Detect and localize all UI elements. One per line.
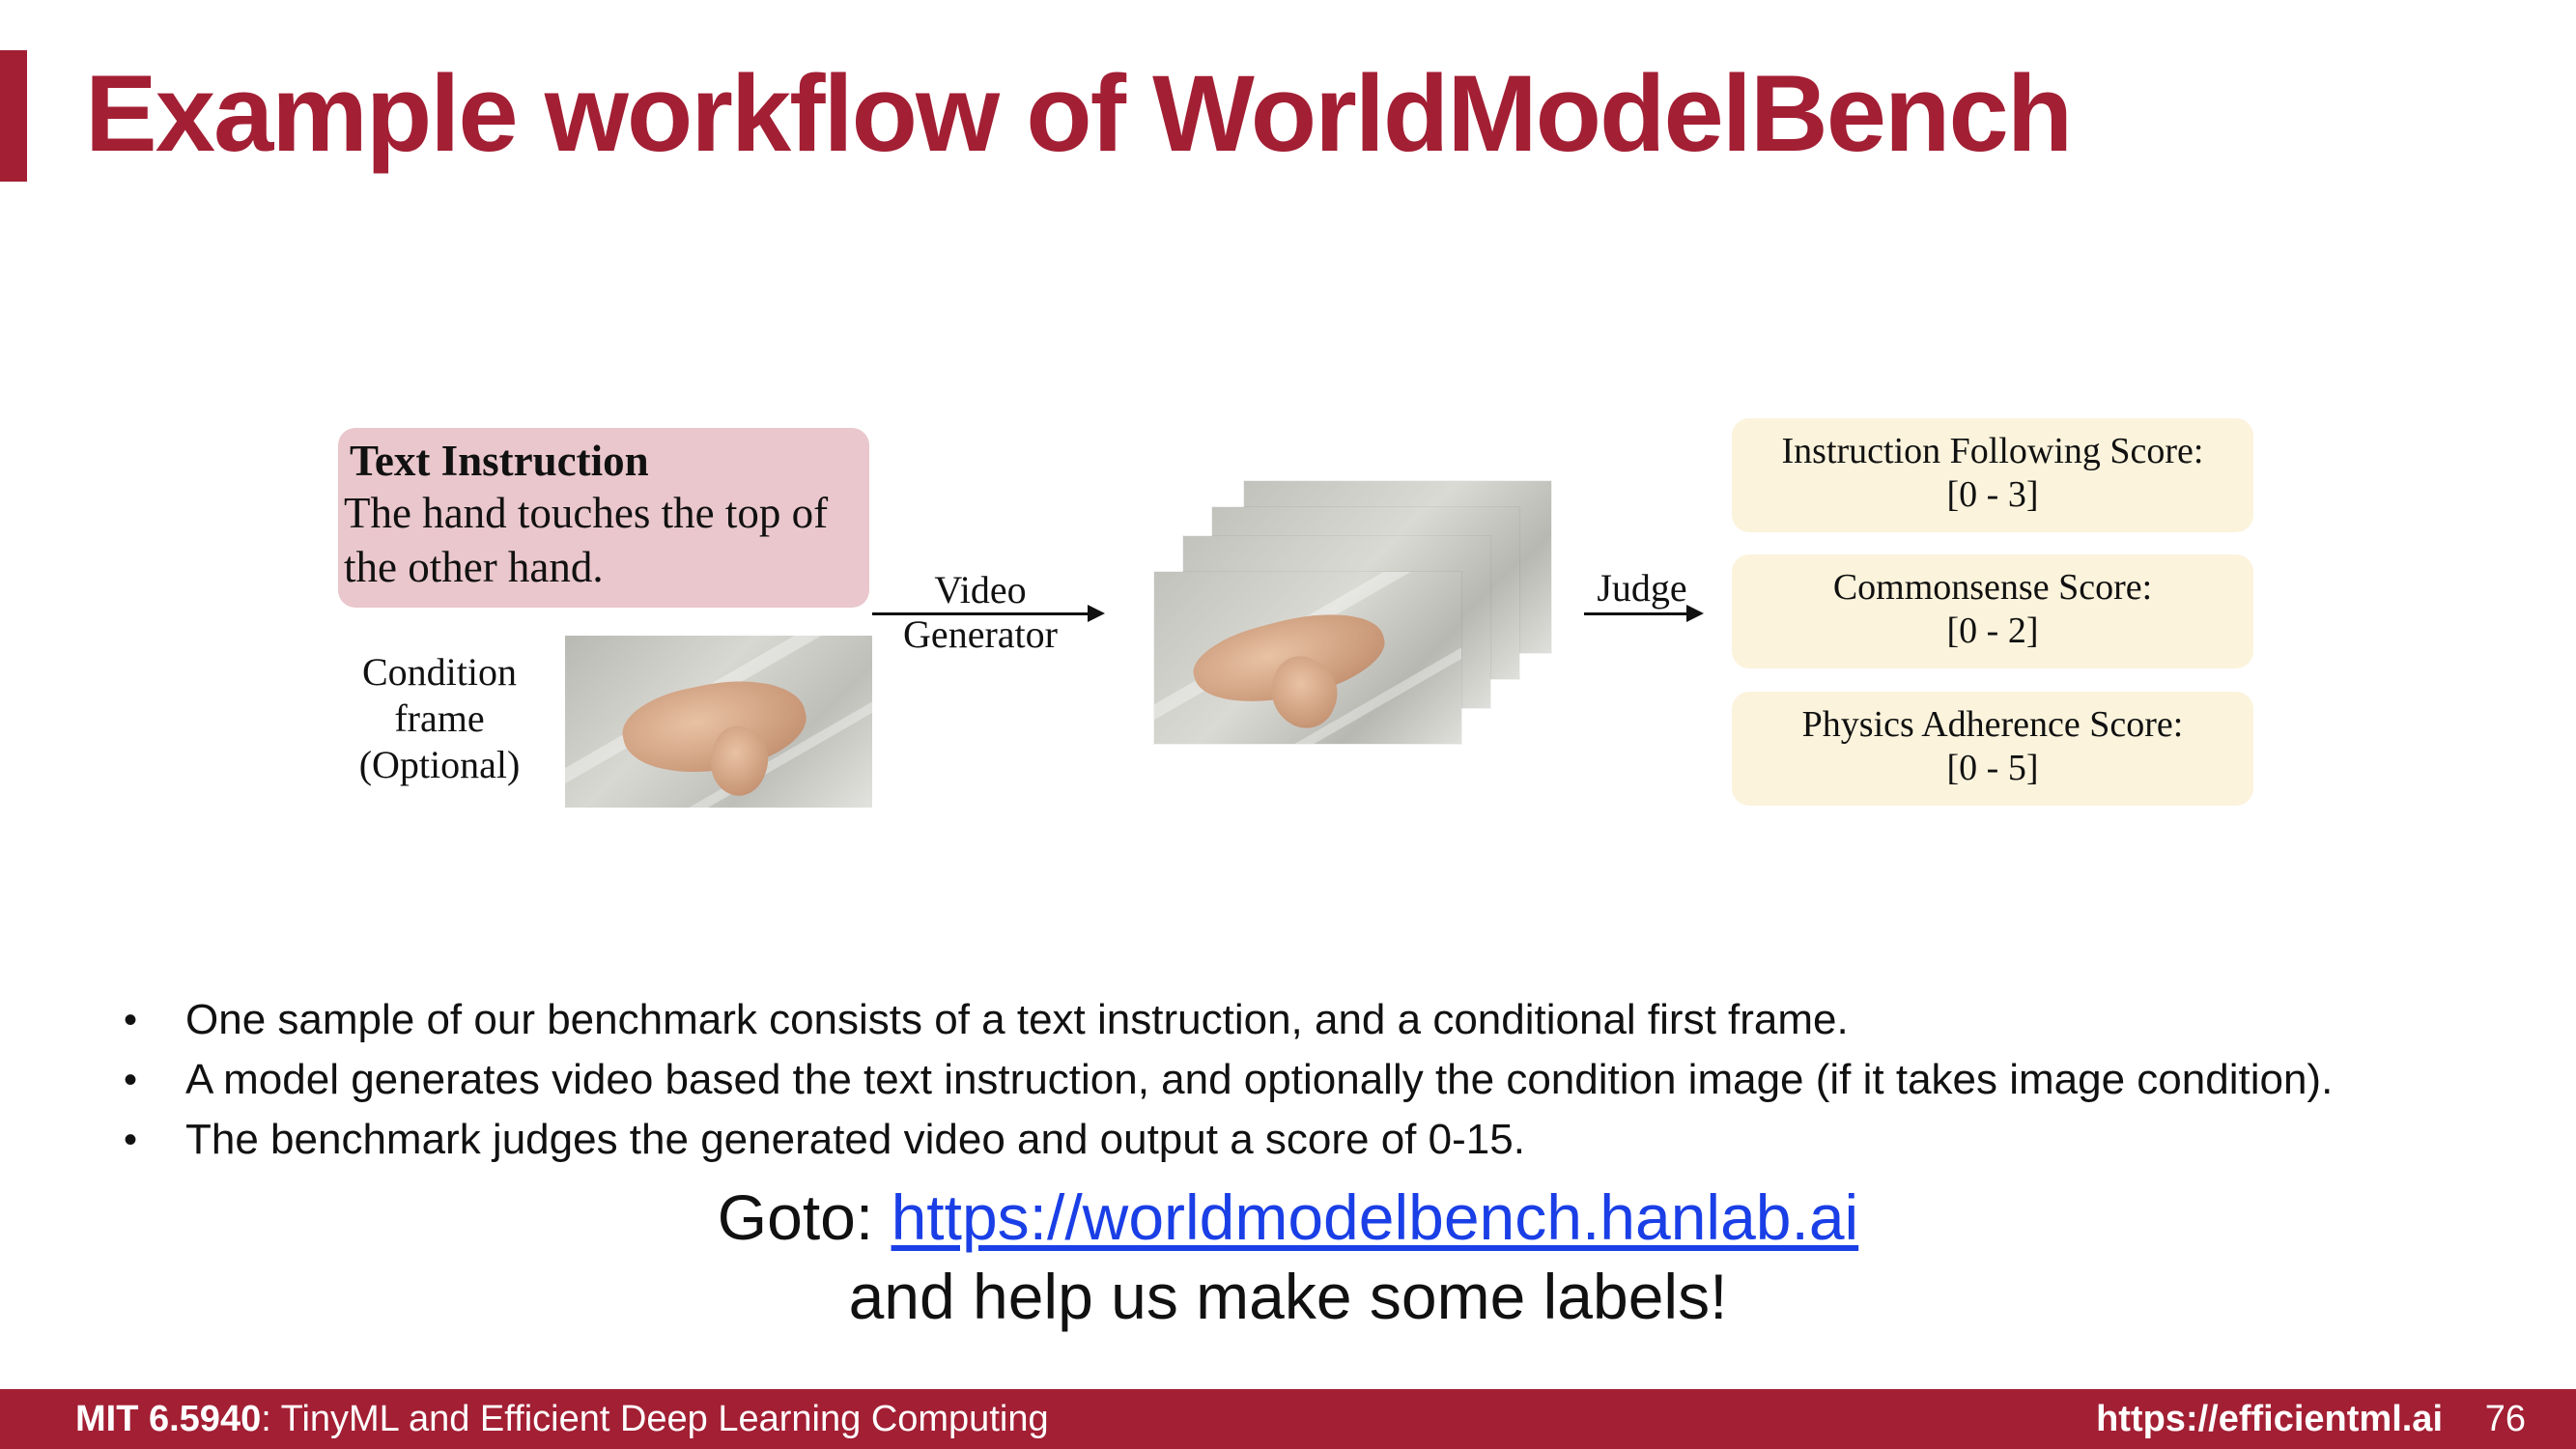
workflow-diagram: Text Instruction The hand touches the to… (328, 418, 2253, 808)
video-generator-label-line-1: Video (934, 568, 1027, 611)
condition-frame-label: Condition frame (Optional) (328, 649, 551, 788)
score-name: Commonsense Score: (1832, 567, 2153, 608)
text-instruction-line-2: the other hand. (344, 543, 604, 591)
condition-frame-label-line-2: frame (394, 696, 485, 740)
goto-prefix: Goto: (717, 1181, 892, 1253)
text-instruction-heading: Text Instruction (350, 437, 649, 485)
score-name: Instruction Following Score: (1781, 431, 2204, 471)
page-number: 76 (2484, 1399, 2526, 1439)
video-frame-1 (1154, 572, 1461, 744)
instruction-following-score-box: Instruction Following Score: [0 - 3] (1732, 418, 2253, 532)
commonsense-score-box: Commonsense Score: [0 - 2] (1732, 554, 2253, 668)
help-text: and help us make some labels! (848, 1261, 1728, 1332)
worldmodelbench-link[interactable]: https://worldmodelbench.hanlab.ai (891, 1181, 1859, 1253)
physics-adherence-score-box: Physics Adherence Score: [0 - 5] (1732, 692, 2253, 806)
footer-course: MIT 6.5940: TinyML and Efficient Deep Le… (75, 1389, 1049, 1449)
bullet-item: One sample of our benchmark consists of … (116, 990, 2333, 1050)
video-generator-label: Video Generator (874, 568, 1087, 657)
video-generator-arrow (872, 605, 1105, 622)
score-range: [0 - 5] (1946, 748, 2039, 788)
condition-frame-label-line-1: Condition (361, 650, 518, 694)
footer-course-name: : TinyML and Efficient Deep Learning Com… (261, 1399, 1049, 1439)
bullet-list: One sample of our benchmark consists of … (116, 990, 2333, 1170)
footer-course-code: MIT 6.5940 (75, 1399, 262, 1439)
footer-url: https://efficientml.ai (2096, 1399, 2443, 1439)
judge-arrow (1584, 605, 1704, 622)
text-instruction-line-1: The hand touches the top of (344, 489, 829, 537)
video-generator-label-line-2: Generator (903, 612, 1058, 656)
bullet-item: A model generates video based the text i… (116, 1050, 2333, 1110)
title-accent-bar (0, 50, 27, 182)
bullet-item: The benchmark judges the generated video… (116, 1110, 2333, 1170)
score-range: [0 - 2] (1946, 611, 2039, 651)
judge-label: Judge (1597, 566, 1687, 610)
score-name: Physics Adherence Score: (1801, 704, 2184, 745)
condition-frame-image (565, 636, 872, 808)
slide-title: Example workflow of WorldModelBench (85, 53, 2073, 174)
footer-bar: MIT 6.5940: TinyML and Efficient Deep Le… (0, 1389, 2576, 1449)
goto-line: Goto: https://worldmodelbench.hanlab.ai (0, 1179, 2576, 1256)
condition-frame-label-line-3: (Optional) (358, 743, 521, 786)
score-range: [0 - 3] (1946, 474, 2039, 515)
text-instruction-box: Text Instruction The hand touches the to… (338, 428, 869, 608)
